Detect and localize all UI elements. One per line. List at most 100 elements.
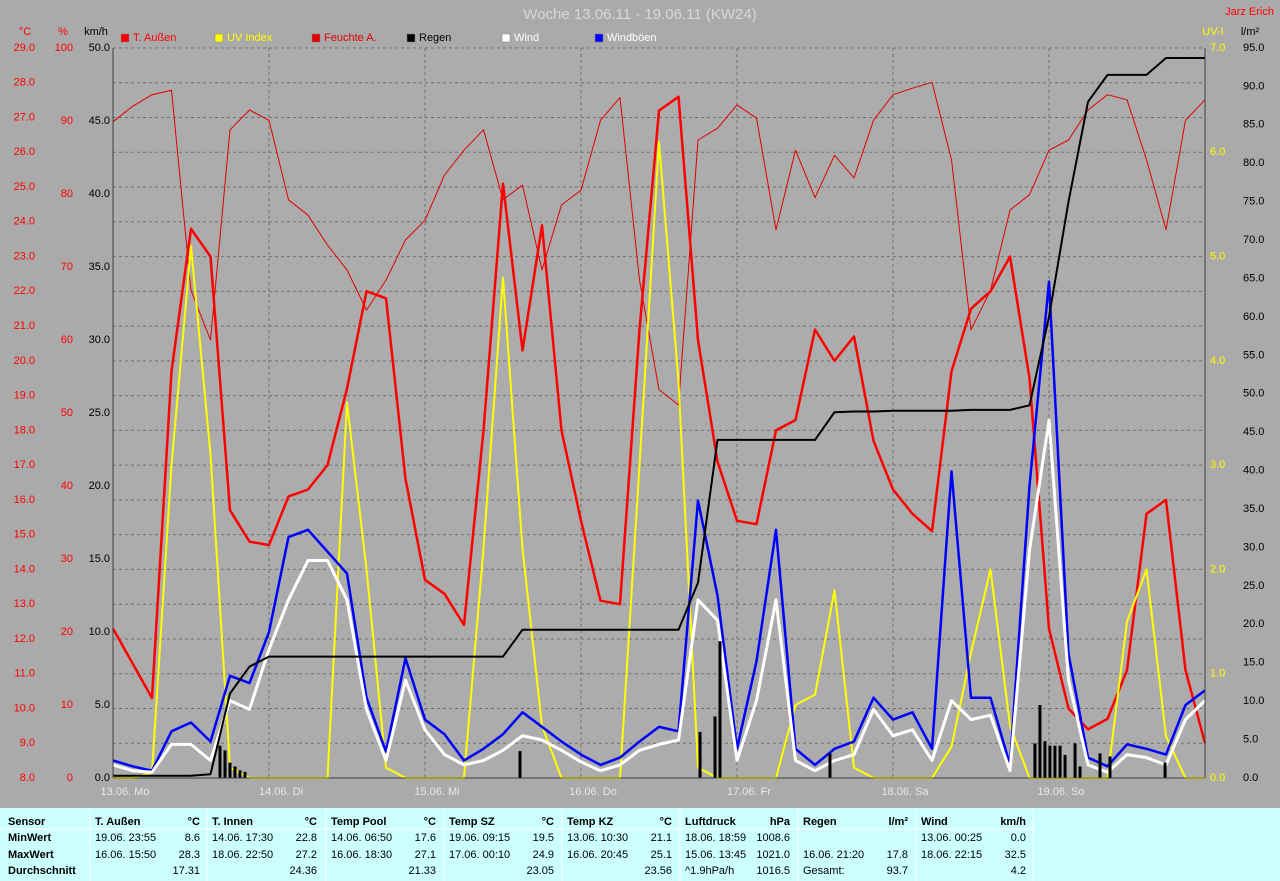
cell-value: 93.7 (887, 865, 908, 877)
y-tick-label: 10.0 (89, 626, 110, 638)
y-tick-label: 50 (61, 407, 73, 419)
y-tick-label: 30.0 (89, 334, 110, 346)
y-tick-label: 45.0 (1243, 426, 1264, 438)
y-tick-label: 30.0 (1243, 541, 1264, 553)
cell-time: 14.06. 06:50 (331, 832, 392, 844)
rain-bar (1163, 762, 1167, 778)
cell-time: 19.06. 23:55 (95, 832, 156, 844)
column-unit: °C (188, 816, 200, 828)
cell-value: 17.6 (415, 832, 436, 844)
y-tick-label: 25.0 (1243, 580, 1264, 592)
y-tick-label: 10.0 (1243, 695, 1264, 707)
y-tick-label: 70.0 (1243, 234, 1264, 246)
series-line (111, 95, 1207, 744)
legend-swatch (594, 33, 604, 43)
y-tick-label: 16.0 (14, 494, 35, 506)
axis-unit: °C (19, 26, 31, 38)
cell-time: ^1.9hPa/h (685, 865, 734, 877)
column-unit: °C (305, 816, 317, 828)
rain-bar (718, 641, 722, 778)
rain-bar (518, 751, 522, 778)
row-label: MinWert (8, 832, 52, 844)
cell-time: 14.06. 17:30 (212, 832, 273, 844)
y-tick-label: 100 (55, 42, 73, 54)
legend-label: UV Index (227, 32, 273, 44)
y-tick-label: 60 (61, 334, 73, 346)
cell-value: 25.1 (651, 849, 672, 861)
rain-bar (713, 716, 717, 778)
rain-bar (1033, 743, 1037, 778)
y-tick-label: 70 (61, 261, 73, 273)
axis-unit: % (58, 26, 68, 38)
y-tick-label: 28.0 (14, 77, 35, 89)
y-tick-label: 7.0 (1210, 42, 1225, 54)
column-header: Wind (921, 816, 948, 828)
y-tick-label: 80.0 (1243, 157, 1264, 169)
y-tick-label: 40.0 (1243, 465, 1264, 477)
y-tick-label: 18.0 (14, 424, 35, 436)
x-tick-label: 16.06. Do (569, 786, 617, 798)
summary-table: Sensor MinWert MaxWert Durchschnitt T. Außen… (0, 810, 1034, 881)
cell-time: 18.06. 22:15 (921, 849, 982, 861)
y-tick-label: 15.0 (14, 529, 35, 541)
y-tick-label: 85.0 (1243, 119, 1264, 131)
row-label: MaxWert (8, 849, 54, 861)
y-tick-label: 24.0 (14, 216, 35, 228)
cell-time: 18.06. 22:50 (212, 849, 273, 861)
y-tick-label: 95.0 (1243, 42, 1264, 54)
legend-label: Regen (419, 32, 451, 44)
y-tick-label: 40.0 (89, 188, 110, 200)
y-tick-label: 35.0 (1243, 503, 1264, 515)
column-unit: l/m² (888, 816, 908, 828)
column-header: Temp SZ (449, 816, 495, 828)
author: Jarz Erich (1225, 6, 1274, 18)
chart-title: Woche 13.06.11 - 19.06.11 (KW24) (523, 6, 756, 23)
cell-value: 21.1 (651, 832, 672, 844)
y-tick-label: 25.0 (89, 407, 110, 419)
cell-value: 27.2 (296, 849, 317, 861)
y-tick-label: 1.0 (1210, 668, 1225, 680)
y-tick-label: 50.0 (89, 42, 110, 54)
y-tick-label: 40 (61, 480, 73, 492)
rain-bar (243, 771, 247, 778)
cell-value: 17.31 (172, 865, 200, 877)
y-tick-label: 20.0 (89, 480, 110, 492)
y-tick-label: 5.0 (95, 699, 110, 711)
cell-value: 27.1 (415, 849, 436, 861)
rain-bar (1058, 745, 1062, 778)
rain-bar (698, 731, 702, 778)
y-tick-label: 19.0 (14, 390, 35, 402)
y-tick-label: 27.0 (14, 111, 35, 123)
y-tick-label: 25.0 (14, 181, 35, 193)
y-tick-label: 5.0 (1210, 250, 1225, 262)
cell-time: 16.06. 18:30 (331, 849, 392, 861)
cell-value: 4.2 (1011, 865, 1026, 877)
cell-value: 17.8 (887, 849, 908, 861)
cell-time: 16.06. 20:45 (567, 849, 628, 861)
y-tick-label: 65.0 (1243, 272, 1264, 284)
y-tick-label: 30 (61, 553, 73, 565)
legend-label: Feuchte A. (324, 32, 377, 44)
y-tick-label: 21.0 (14, 320, 35, 332)
cell-value: 24.36 (289, 865, 317, 877)
rain-bar (223, 750, 227, 778)
legend-swatch (120, 33, 130, 43)
y-tick-label: 8.0 (20, 772, 35, 784)
rain-bar (828, 753, 832, 778)
summary-background (0, 808, 1280, 881)
legend-swatch (214, 33, 224, 43)
y-tick-label: 60.0 (1243, 311, 1264, 323)
column-unit: °C (542, 816, 554, 828)
legend-swatch (406, 33, 416, 43)
series-line (112, 81, 1206, 406)
rain-bar (228, 762, 232, 778)
x-tick-label: 13.06. Mo (101, 786, 150, 798)
y-tick-label: 50.0 (1243, 388, 1264, 400)
cell-value: 23.56 (644, 865, 672, 877)
rain-bar (1038, 705, 1042, 778)
legend-label: Windböen (607, 32, 657, 44)
column-unit: hPa (770, 816, 791, 828)
cell-time: 19.06. 09:15 (449, 832, 510, 844)
cell-value: 0.0 (1011, 832, 1026, 844)
cell-value: 23.05 (526, 865, 554, 877)
